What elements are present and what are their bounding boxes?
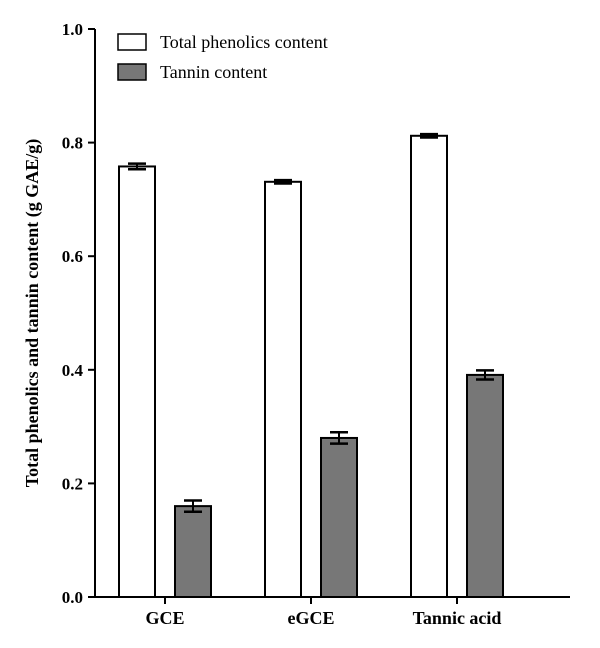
y-tick-label: 0.0 — [62, 588, 83, 607]
x-tick-label: eGCE — [288, 608, 335, 628]
bar — [174, 505, 212, 598]
bar — [410, 134, 448, 598]
bar — [320, 436, 358, 598]
bar — [264, 180, 302, 599]
x-tick-label: Tannic acid — [413, 608, 502, 628]
x-tick-label: GCE — [145, 608, 184, 628]
legend-label: Tannin content — [160, 62, 267, 82]
legend-swatch — [117, 63, 147, 81]
y-tick-label: 0.2 — [62, 474, 83, 493]
legend-label: Total phenolics content — [160, 32, 328, 52]
bars — [118, 132, 504, 599]
legend-swatch — [117, 33, 147, 51]
y-tick-label: 0.4 — [62, 361, 84, 380]
y-axis-title: Total phenolics and tannin content (g GA… — [22, 139, 43, 487]
y-tick-label: 0.8 — [62, 134, 83, 153]
x-axis: GCE eGCE Tannic acid — [95, 596, 570, 628]
bar — [118, 165, 156, 598]
y-tick-label: 1.0 — [62, 20, 83, 39]
y-tick-label: 0.6 — [62, 247, 83, 266]
y-axis: 0.0 0.2 0.4 0.6 0.8 1.0 — [62, 20, 96, 607]
bar — [466, 373, 504, 598]
legend: Total phenolics content Tannin content — [117, 32, 328, 82]
